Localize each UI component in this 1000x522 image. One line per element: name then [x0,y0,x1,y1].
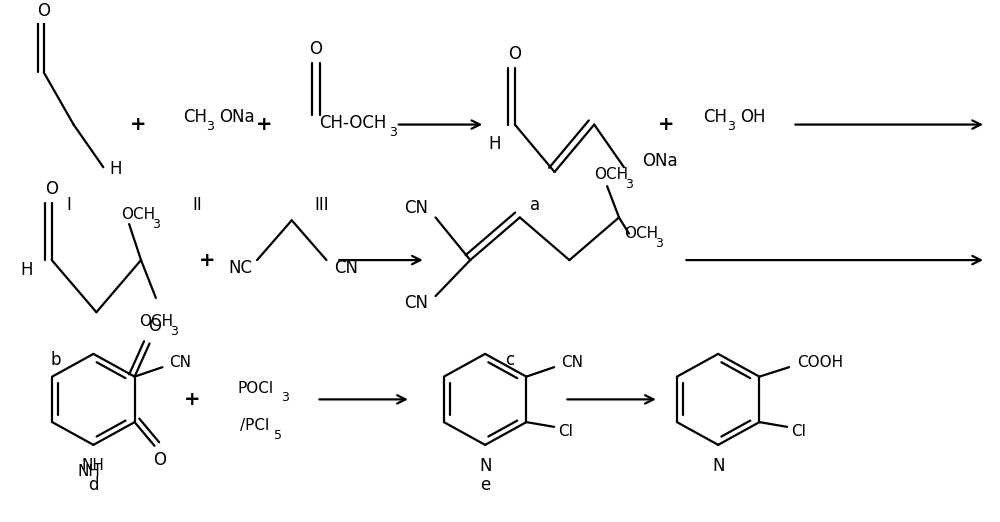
Text: 3: 3 [152,218,160,231]
Text: +: + [184,390,201,409]
Text: CH-OCH: CH-OCH [320,114,387,132]
Text: O: O [153,451,166,469]
Text: O: O [508,44,521,63]
Text: II: II [193,196,202,214]
Text: H: H [489,135,501,152]
Text: O: O [37,2,50,20]
Text: CH: CH [703,108,727,126]
Text: /PCl: /PCl [240,419,269,433]
Text: NC: NC [228,259,252,277]
Text: +: + [199,251,216,269]
Text: +: + [658,115,675,134]
Text: O: O [45,180,58,198]
Text: b: b [50,351,61,369]
Text: OCH: OCH [139,314,173,329]
Text: ONa: ONa [642,151,677,170]
Text: OCH: OCH [624,226,658,241]
Text: OH: OH [740,108,765,126]
Text: CH: CH [183,108,207,126]
Text: c: c [505,351,514,369]
Text: 3: 3 [389,126,397,139]
Text: III: III [314,196,329,214]
Text: H: H [21,260,33,279]
Text: O: O [309,40,322,58]
Text: POCl: POCl [237,381,273,396]
Text: OCH: OCH [121,207,155,222]
Text: OCH: OCH [594,167,628,182]
Text: CN: CN [334,259,358,277]
Text: Cl: Cl [791,424,806,439]
Text: e: e [480,476,490,494]
Text: Cl: Cl [558,424,573,439]
Text: 3: 3 [655,236,663,250]
Text: 3: 3 [170,325,178,338]
Text: a: a [530,196,540,214]
Text: COOH: COOH [797,355,843,370]
Text: CN: CN [405,294,429,312]
Text: N: N [712,457,724,474]
Text: H: H [109,160,121,178]
Text: CN: CN [405,199,429,217]
Text: 3: 3 [727,120,735,133]
Text: NH: NH [77,464,100,479]
Text: ONa: ONa [219,108,255,126]
Text: 3: 3 [206,120,214,133]
Text: 3: 3 [281,391,289,404]
Text: +: + [130,115,146,134]
Text: +: + [256,115,272,134]
Text: 3: 3 [625,178,633,191]
Text: d: d [88,476,99,494]
Text: CN: CN [561,355,583,370]
Text: 5: 5 [274,429,282,442]
Text: CN: CN [169,355,191,370]
Text: NH: NH [82,458,105,473]
Text: I: I [66,196,71,214]
Text: N: N [479,457,491,474]
Text: O: O [148,317,161,336]
